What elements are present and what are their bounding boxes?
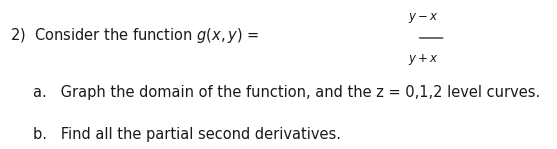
Text: $y-x$: $y-x$ [408,11,439,25]
Text: b.   Find all the partial second derivatives.: b. Find all the partial second derivativ… [33,127,341,142]
Text: a.   Graph the domain of the function, and the z = 0,1,2 level curves.: a. Graph the domain of the function, and… [33,85,541,100]
Text: 2)  Consider the function $g(x, y)$ =: 2) Consider the function $g(x, y)$ = [10,26,259,45]
Text: $y+x$: $y+x$ [408,52,439,67]
